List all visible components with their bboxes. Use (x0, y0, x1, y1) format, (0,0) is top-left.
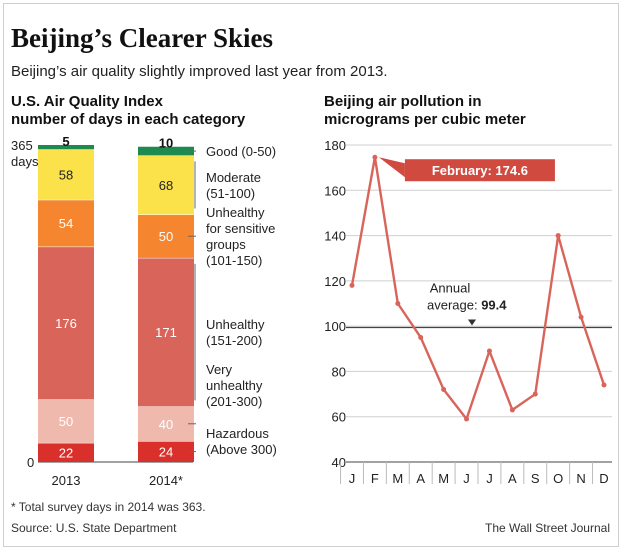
y-tick-label: 40 (332, 455, 346, 470)
x-tick-label: A (508, 471, 517, 486)
bar-value-label: 54 (59, 216, 73, 231)
pollution-line (350, 156, 606, 421)
bar-segment (138, 214, 194, 258)
y-tick-label: 100 (324, 319, 346, 334)
bar-segment (38, 145, 94, 150)
bar-legend: Hazardous (Above 300) Very unhealthy (201-30… (188, 144, 277, 457)
bar-segment (138, 441, 194, 462)
y-tick-label: 80 (332, 364, 346, 379)
y-tick-label: 140 (324, 229, 346, 244)
line-point (509, 407, 515, 413)
footnote: * Total survey days in 2014 was 363. (11, 500, 206, 514)
bar-value-label: 50 (59, 414, 73, 429)
bar-chart-title-line2: number of days in each category (11, 111, 246, 128)
legend-label: Very unhealthy (201-300) (206, 362, 263, 409)
bar-category-label: 2014* (149, 473, 183, 488)
bar-segment (138, 146, 194, 156)
x-tick-label: F (371, 471, 379, 486)
x-tick-label: J (486, 471, 493, 486)
line-point (464, 416, 470, 422)
bar-yunit-label: days (11, 154, 39, 169)
page-subtitle: Beijing’s air quality slightly improved … (11, 63, 388, 80)
legend-label: Hazardous (Above 300) (206, 426, 277, 457)
bar-chart-title-line1: U.S. Air Quality Index (11, 93, 164, 110)
bar-value-label: 5 (62, 134, 69, 149)
callout-pointer (378, 157, 405, 178)
annual-average-label: Annual (430, 281, 471, 296)
x-tick-label: M (392, 471, 403, 486)
bar-segment (138, 155, 194, 215)
x-tick-label: M (438, 471, 449, 486)
bar-ybottom-label: 0 (27, 455, 34, 470)
line-point (532, 391, 538, 397)
callout-box (404, 159, 555, 182)
line-point (441, 387, 447, 393)
y-tick-label: 60 (332, 410, 346, 425)
bar-value-label: 176 (55, 316, 77, 331)
line-point (601, 382, 607, 388)
line-point (418, 334, 424, 340)
y-tick-label: 180 (324, 138, 346, 153)
bar-segment (38, 149, 94, 200)
chart-frame (3, 3, 619, 547)
bar-segment (138, 406, 194, 442)
callout-label: February: 174.6 (432, 163, 528, 178)
legend-label: Unhealthy (151-200) (206, 317, 265, 348)
page-title: Beijing’s Clearer Skies (11, 23, 273, 53)
x-tick-label: A (416, 471, 425, 486)
bar-value-label: 50 (159, 229, 173, 244)
bar-value-label: 68 (159, 178, 173, 193)
source-note: Source: U.S. State Department (11, 521, 177, 535)
legend-label: Good (0-50) (206, 144, 276, 159)
bar-segment (38, 246, 94, 400)
annual-average-marker (468, 319, 476, 326)
bar-segment (138, 257, 194, 407)
legend-label: Unhealthy for sensitive groups (101-150) (206, 205, 275, 268)
line-chart-title-line2: micrograms per cubic meter (324, 111, 526, 128)
bar-value-label: 58 (59, 168, 73, 183)
bar-segment (38, 199, 94, 247)
line-point (555, 233, 561, 239)
line-point (578, 314, 584, 320)
line-point (395, 301, 401, 306)
x-tick-label: J (463, 471, 470, 486)
credit: The Wall Street Journal (485, 521, 610, 535)
bar-value-label: 22 (59, 445, 73, 460)
x-tick-label: J (349, 471, 356, 486)
bar-value-label: 171 (155, 325, 177, 340)
x-tick-label: D (599, 471, 608, 486)
line-point (486, 348, 492, 354)
x-tick-label: S (531, 471, 540, 486)
stacked-bars: 22 50 176 54 58 5 2013 24 40 171 50 68 10 2014* (38, 134, 194, 488)
bar-value-label: 24 (159, 445, 173, 460)
annual-average-text: average: 99.4 (427, 298, 507, 313)
bar-value-label: 10 (159, 136, 173, 151)
bar-segment (38, 399, 94, 443)
line-chart-title-line1: Beijing air pollution in (324, 93, 482, 110)
y-tick-label: 120 (324, 274, 346, 289)
y-tick-label: 160 (324, 183, 346, 198)
bar-category-label: 2013 (52, 473, 81, 488)
x-tick-label: N (576, 471, 585, 486)
line-point (349, 282, 355, 288)
x-tick-label: O (553, 471, 563, 486)
bar-ytop-label: 365 (11, 138, 33, 153)
bar-segment (38, 442, 94, 462)
legend-label: Moderate (51-100) (206, 170, 261, 201)
line-point (372, 154, 378, 160)
bar-value-label: 40 (159, 417, 173, 432)
